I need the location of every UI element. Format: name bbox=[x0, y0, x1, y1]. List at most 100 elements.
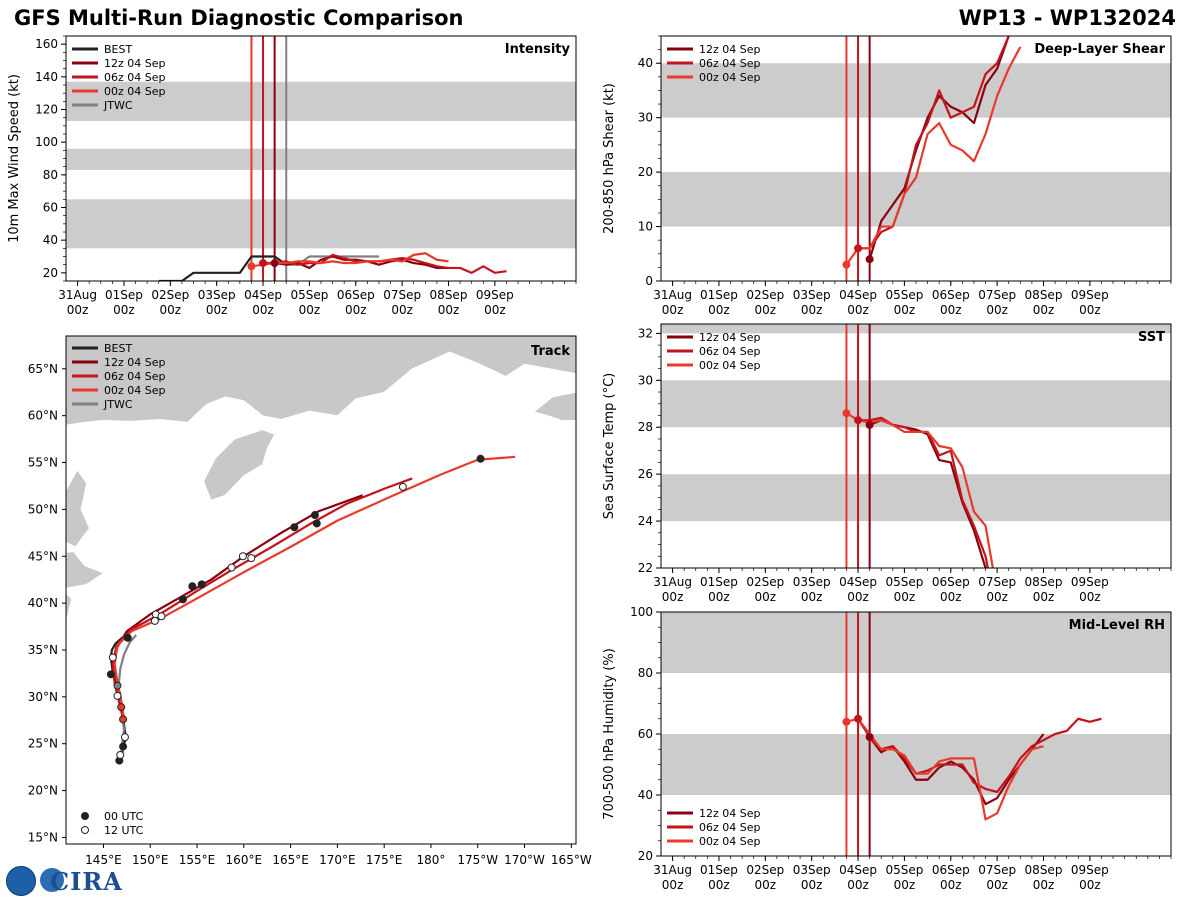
x-tick-label: 07Sep bbox=[978, 863, 1016, 877]
x-tick-label: 00z bbox=[755, 878, 777, 892]
track-point bbox=[290, 523, 299, 532]
lat-tick-label: 45°N bbox=[28, 549, 58, 563]
legend-label: 06z 04 Sep bbox=[699, 821, 761, 834]
x-tick-label: 00z bbox=[1033, 590, 1055, 604]
y-tick-label: 100 bbox=[630, 605, 653, 619]
y-tick-label: 20 bbox=[638, 165, 653, 179]
y-tick-label: 28 bbox=[638, 420, 653, 434]
x-tick-label: 00z bbox=[894, 590, 916, 604]
x-tick-label: 04Sep bbox=[839, 863, 877, 877]
x-tick-label: 07Sep bbox=[383, 288, 421, 302]
panel-title: Intensity bbox=[505, 42, 571, 57]
land-group bbox=[66, 336, 576, 622]
shaded-band bbox=[66, 199, 576, 249]
track-point bbox=[247, 554, 256, 563]
lat-tick-label: 40°N bbox=[28, 596, 58, 610]
x-tick-label: 02Sep bbox=[746, 575, 784, 589]
series-line bbox=[845, 46, 1022, 266]
x-tick-label: 00z bbox=[299, 303, 321, 317]
legend-marker bbox=[81, 812, 89, 820]
panel-title: Track bbox=[531, 344, 570, 359]
y-tick-label: 0 bbox=[645, 274, 653, 288]
land-mass bbox=[66, 593, 73, 622]
track-point bbox=[310, 511, 319, 520]
shaded-band bbox=[66, 148, 576, 170]
panel-intensity: 2040608010012014016031Aug00z01Sep00z02Se… bbox=[7, 35, 577, 317]
track-point bbox=[113, 681, 122, 690]
x-tick-label: 00z bbox=[708, 303, 730, 317]
cira-logo-text: CIRA bbox=[50, 867, 123, 896]
shaded-band bbox=[661, 474, 1171, 522]
x-tick-label: 08Sep bbox=[1025, 288, 1063, 302]
cira-globe-icon bbox=[40, 868, 64, 892]
init-marker bbox=[854, 714, 863, 723]
plot-frame bbox=[65, 335, 577, 845]
y-tick-label: 40 bbox=[43, 233, 58, 247]
track-point bbox=[312, 519, 321, 528]
x-tick-label: 00z bbox=[662, 878, 684, 892]
y-tick-label: 60 bbox=[638, 727, 653, 741]
shaded-band bbox=[661, 63, 1171, 118]
x-tick-label: 00z bbox=[847, 590, 869, 604]
x-tick-label: 00z bbox=[1079, 878, 1101, 892]
track-point bbox=[178, 595, 187, 604]
lat-tick-label: 15°N bbox=[28, 830, 58, 844]
track-point bbox=[197, 580, 206, 589]
legend-label: BEST bbox=[104, 342, 132, 355]
x-tick-label: 08Sep bbox=[1025, 575, 1063, 589]
x-tick-label: 07Sep bbox=[978, 288, 1016, 302]
lon-tick-label: 160°E bbox=[226, 853, 263, 867]
panel-sst: 22242628303231Aug00z01Sep00z02Sep00z03Se… bbox=[602, 323, 1172, 604]
y-tick-label: 30 bbox=[638, 373, 653, 387]
init-marker bbox=[842, 717, 851, 726]
legend-label: 00z 04 Sep bbox=[699, 359, 761, 372]
track-point bbox=[113, 691, 122, 700]
y-tick-label: 80 bbox=[43, 168, 58, 182]
x-tick-label: 09Sep bbox=[1071, 575, 1109, 589]
cira-logo: CIRA bbox=[6, 866, 122, 896]
x-tick-label: 01Sep bbox=[700, 863, 738, 877]
series-line bbox=[158, 255, 287, 281]
init-marker bbox=[854, 416, 863, 425]
x-tick-label: 06Sep bbox=[337, 288, 375, 302]
x-tick-label: 31Aug bbox=[653, 575, 692, 589]
legend-label: 12z 04 Sep bbox=[104, 356, 166, 369]
series-line bbox=[846, 717, 1044, 821]
x-tick-label: 02Sep bbox=[746, 288, 784, 302]
x-tick-label: 00z bbox=[801, 590, 823, 604]
lat-tick-label: 25°N bbox=[28, 737, 58, 751]
legend-label: JTWC bbox=[103, 398, 133, 411]
shaded-band bbox=[661, 380, 1171, 428]
x-tick-label: 00z bbox=[801, 878, 823, 892]
track-line bbox=[111, 477, 413, 719]
track-point bbox=[157, 612, 166, 621]
y-tick-label: 80 bbox=[638, 666, 653, 680]
x-tick-label: 00z bbox=[755, 590, 777, 604]
x-tick-label: 00z bbox=[662, 590, 684, 604]
y-tick-label: 20 bbox=[43, 266, 58, 280]
lat-tick-label: 30°N bbox=[28, 690, 58, 704]
y-tick-label: 22 bbox=[638, 561, 653, 575]
x-tick-label: 09Sep bbox=[1071, 863, 1109, 877]
track-point bbox=[227, 563, 236, 572]
x-tick-label: 00z bbox=[894, 303, 916, 317]
lon-tick-label: 155°E bbox=[179, 853, 216, 867]
legend-label: 00z 04 Sep bbox=[699, 835, 761, 848]
series-line bbox=[858, 36, 1010, 250]
init-marker bbox=[259, 259, 268, 268]
x-tick-label: 00z bbox=[1033, 303, 1055, 317]
lon-tick-label: 165°E bbox=[272, 853, 309, 867]
track-point bbox=[150, 616, 159, 625]
y-tick-label: 160 bbox=[35, 37, 58, 51]
track-point bbox=[238, 552, 247, 561]
init-marker bbox=[865, 255, 874, 264]
x-tick-label: 00z bbox=[940, 590, 962, 604]
track-point bbox=[188, 582, 197, 591]
y-tick-label: 30 bbox=[638, 111, 653, 125]
lon-tick-label: 180° bbox=[417, 853, 446, 867]
x-tick-label: 03Sep bbox=[793, 288, 831, 302]
legend-label: 06z 04 Sep bbox=[104, 370, 166, 383]
x-tick-label: 05Sep bbox=[885, 575, 923, 589]
legend-label: 06z 04 Sep bbox=[699, 345, 761, 358]
lon-tick-label: 145°E bbox=[85, 853, 122, 867]
